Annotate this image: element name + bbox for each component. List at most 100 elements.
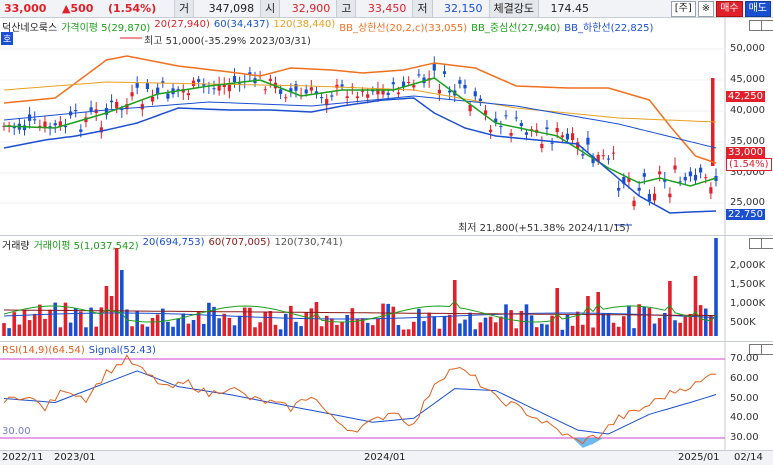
volume-bar [258,322,262,336]
candle-body [58,121,62,127]
volume-bar [586,296,590,336]
price-legend: 덕산네오룩스 가격이평 5(29,870) 20(27,940) 60(34,4… [2,19,657,34]
candle-body [145,82,150,90]
price-panel[interactable]: 덕산네오룩스 가격이평 5(29,870) 20(27,940) 60(34,4… [0,18,773,235]
candle-body [473,91,477,97]
candle-body [22,125,27,131]
sell-button[interactable]: 매도 [744,0,771,17]
volume-bar [309,308,314,336]
rsi-chart [0,342,726,451]
candle-body [417,74,421,76]
volume-label: 거 [174,0,195,17]
candle-body [156,87,160,94]
candle-body [519,122,523,127]
low-label: 저 [412,0,433,17]
candle-body [442,71,447,74]
settings-icon[interactable]: ※ [697,0,715,17]
volume-bar [145,326,150,336]
ma60-line [3,95,717,149]
candle-body [212,88,216,90]
volume-panel[interactable]: 거래량 거래이평 5(1,037,542) 20(694,753) 60(707… [0,235,773,341]
open-label: 시 [260,0,281,17]
volume-bar [504,304,508,336]
volume-bar [263,312,268,336]
quote-badge[interactable]: 호 [1,32,14,45]
y-tick: 25,000 [730,197,765,208]
volume-bar [657,318,662,336]
vol-y-tick: 500K [730,317,756,328]
volume-bar [340,321,344,336]
candle-body [581,154,585,156]
volume-value: 347,098 [208,2,255,15]
volume-bar [345,314,349,336]
volume-bar [360,318,365,336]
candle-body [514,117,518,119]
volume-bar [227,317,232,336]
candle-body [489,129,493,133]
volume-bar [278,329,283,336]
volume-bar [678,322,682,336]
volume-bar [212,306,216,336]
candle-body [668,193,672,198]
panel-close-icon[interactable] [761,344,773,355]
volume-bar [237,315,242,336]
volume-bar [606,312,611,336]
candle-body [366,94,370,98]
high-annotation: 최고 51,000(-35.29% 2023/03/31) [144,36,311,47]
candle-body [115,101,119,109]
candle-body [693,174,698,181]
current-price: 33,000 [4,2,47,15]
candle-body [181,89,185,93]
legend-vol-ma60: 60(707,005) [208,237,271,248]
candle-body [632,200,636,207]
current-pct-tag: (1.54%) [726,158,772,171]
volume-bar [411,321,416,336]
volume-bar [401,329,406,336]
low-annotation: 최저 21,800(+51.38% 2024/11/15) [458,223,630,234]
candle-body [33,119,37,121]
panel-close-icon[interactable] [761,238,773,249]
volume-bar [99,307,104,336]
candle-body [304,89,308,94]
volume-bar [524,304,529,336]
candle-body [529,129,534,131]
candle-body [611,152,616,154]
volume-bar [319,326,324,336]
volume-bar [43,318,47,336]
volume-bar [355,318,360,336]
rsi-panel[interactable]: RSI(14,9)(64.54) Signal(52.43) 30.00 70.… [0,341,773,451]
candle-body [268,78,272,82]
candle-body [130,92,134,97]
volume-bar [698,305,703,336]
candle-body [340,84,344,87]
volume-bar [417,308,421,336]
volume-bar [427,312,431,336]
date-label: 2023/01 [54,452,96,463]
volume-bar [63,302,68,336]
candle-body [135,82,139,88]
stock-type-button[interactable]: [주] [670,0,696,17]
open-value: 32,900 [291,2,331,15]
rsi-y-tick: 60.00 [730,373,759,384]
candle-body [227,84,231,92]
candle-body [560,135,564,138]
volume-bar [611,322,616,336]
volume-bar [160,308,165,336]
volume-bar [575,311,580,336]
volume-bar [94,326,99,336]
candle-body [463,84,467,89]
candle-body [709,187,713,194]
candle-body [335,84,339,88]
buy-button[interactable]: 매수 [716,0,743,17]
date-label: 2025/01 [678,452,720,463]
volume-legend: 거래량 거래이평 5(1,037,542) 20(694,753) 60(707… [2,237,347,252]
candle-body [248,72,252,75]
volume-bar [581,324,585,336]
candle-body [545,127,549,130]
volume-bar [89,307,93,336]
candle-body [109,100,114,103]
panel-close-icon[interactable] [761,20,773,31]
price-chart [0,18,726,235]
volume-bar [463,319,467,336]
candle-body [38,125,42,127]
